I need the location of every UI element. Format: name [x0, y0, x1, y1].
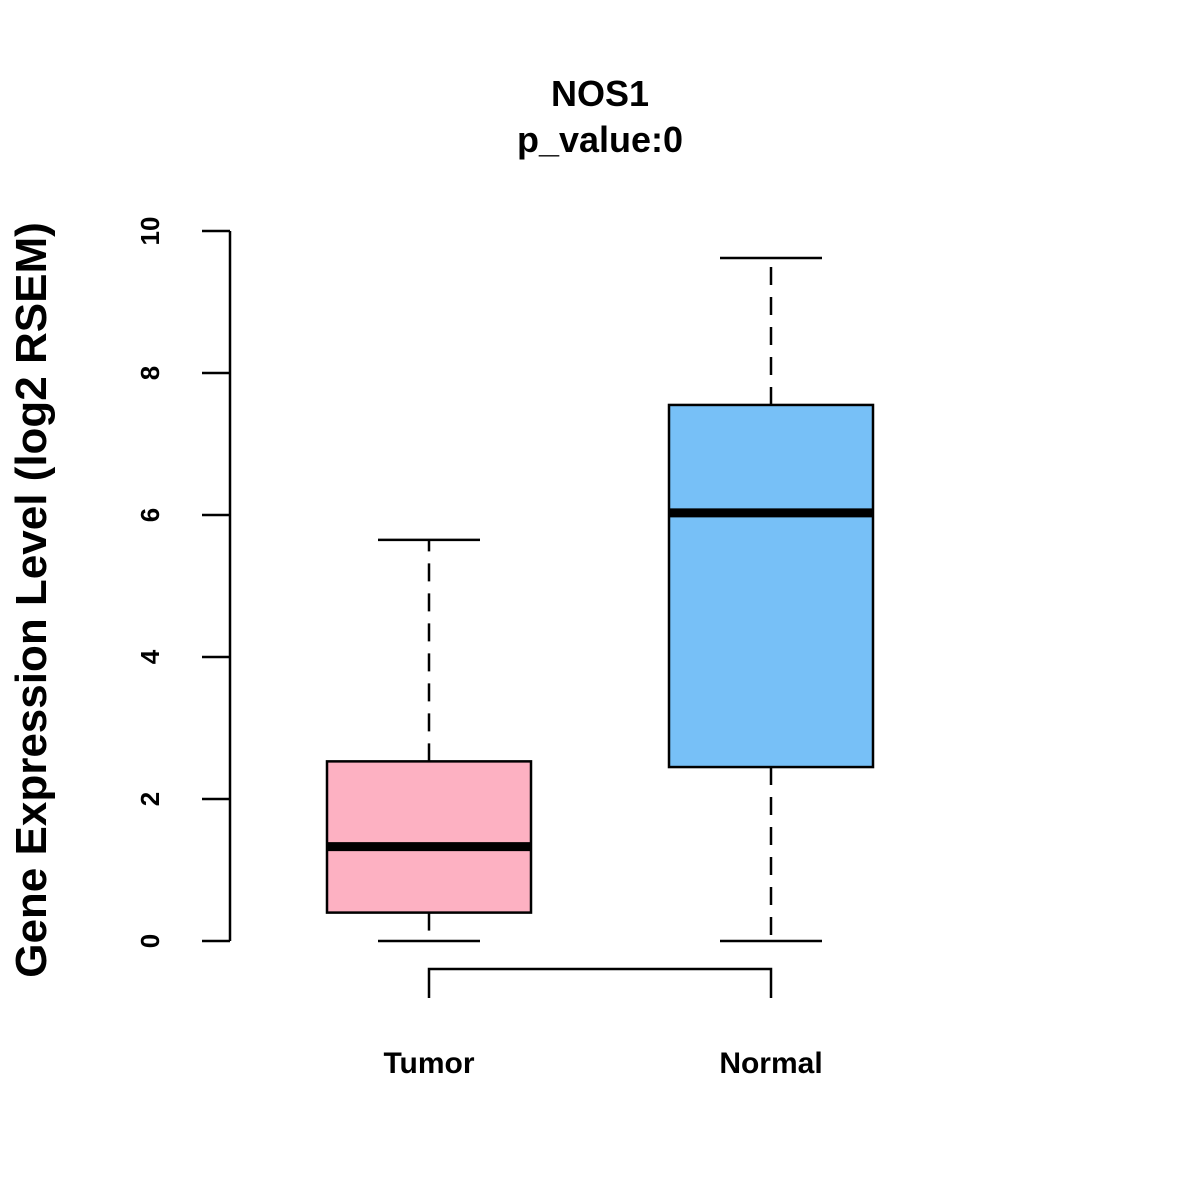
category-label-normal: Normal: [719, 1047, 822, 1080]
iqr-box: [325, 760, 533, 914]
y-axis-label: Gene Expression Level (log2 RSEM): [7, 222, 56, 978]
category-label-tumor: Tumor: [383, 1047, 474, 1080]
bracket-line: [427, 967, 773, 998]
y-tick-label: 0: [135, 934, 165, 948]
box-tumor: [325, 538, 533, 943]
box-normal: [667, 256, 875, 943]
y-tick-label: 6: [135, 508, 165, 522]
y-axis: 0 2 4 6 8 10: [135, 217, 232, 948]
box-group: [325, 256, 875, 943]
y-tick-label: 4: [135, 649, 165, 664]
chart-subtitle: p_value:0: [517, 119, 683, 160]
y-tick-label: 10: [135, 217, 165, 246]
category-labels: Tumor Normal: [383, 1047, 822, 1080]
y-tick-label: 2: [135, 792, 165, 806]
chart-title: NOS1: [551, 73, 649, 114]
iqr-box: [667, 403, 875, 769]
comparison-bracket: [427, 967, 773, 998]
y-tick-label: 8: [135, 366, 165, 380]
